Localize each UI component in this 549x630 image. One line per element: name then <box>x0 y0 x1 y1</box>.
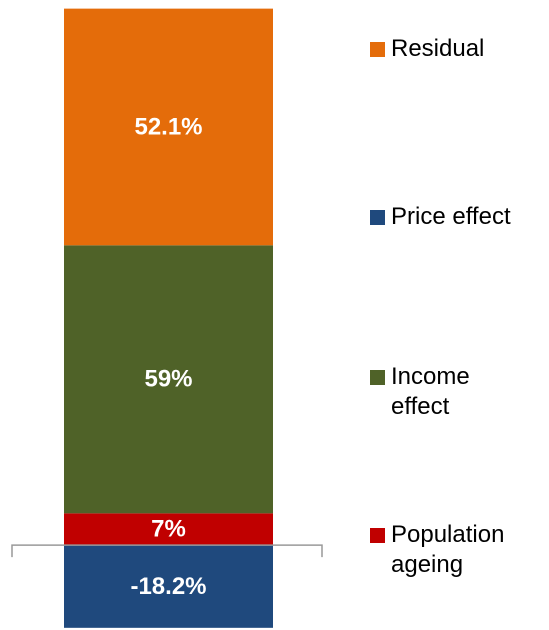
data-label: 52.1% <box>134 113 202 140</box>
legend-swatch <box>370 210 385 225</box>
legend-label: Price effect <box>391 203 511 230</box>
legend-swatch <box>370 528 385 543</box>
data-label: 7% <box>151 516 186 543</box>
legend-item: Population ageing <box>370 520 541 580</box>
legend-label: Population ageing <box>391 521 505 578</box>
legend-item: Price effect <box>370 202 549 232</box>
legend-label: Income effect <box>391 363 470 420</box>
legend-item: Residual <box>370 34 549 64</box>
bar-segment <box>64 8 273 246</box>
legend-item: Income effect <box>370 362 501 422</box>
bar-segment <box>64 513 273 546</box>
data-label: -18.2% <box>130 573 206 600</box>
zero-axis <box>11 544 323 558</box>
legend-swatch <box>370 370 385 385</box>
bar-segment <box>64 245 273 514</box>
legend-label: Residual <box>391 35 485 62</box>
data-label: 59% <box>144 366 192 393</box>
bar-segment <box>64 545 273 628</box>
legend-swatch <box>370 42 385 57</box>
